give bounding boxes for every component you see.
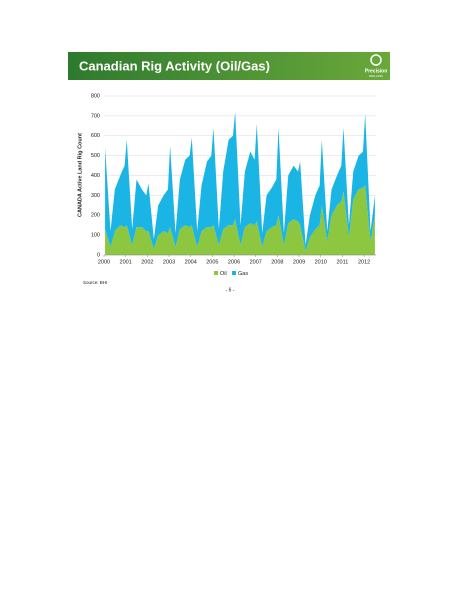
- area: [105, 185, 375, 255]
- x-tick-label: 2009: [293, 259, 305, 265]
- legend-swatch: [214, 271, 218, 275]
- x-tick-label: 2001: [120, 259, 132, 265]
- x-tick-label: 2002: [141, 259, 153, 265]
- plot: 0 100 200 300 400 500 600 700 800 2000 2001 2002 200…: [91, 93, 376, 277]
- logo-icon: [370, 54, 382, 66]
- y-axis-label: CANADA Active Land Rig Count: [77, 133, 83, 217]
- x-tick-label: 2005: [206, 259, 218, 265]
- source: Source: BHI: [83, 280, 107, 285]
- x-tick-label: 2006: [228, 259, 240, 265]
- legend-label: Gas: [238, 271, 248, 277]
- x-tick-label: 2011: [336, 259, 348, 265]
- y-tick-label: 0: [97, 252, 100, 258]
- legend-swatch: [232, 271, 236, 275]
- logo-sub: DRILLING: [369, 74, 384, 78]
- page-number: - 6 -: [226, 287, 235, 293]
- x-tick-label: 2010: [315, 259, 327, 265]
- y-tick-label: 400: [91, 173, 100, 179]
- x-tick-label: 2012: [358, 259, 370, 265]
- y-tick-label: 100: [91, 233, 100, 239]
- y-tick-label: 800: [91, 93, 100, 99]
- area: [105, 111, 375, 252]
- header-band: [68, 52, 390, 80]
- x-tick-label: 2000: [98, 259, 110, 265]
- y-tick-label: 500: [91, 153, 100, 159]
- chart-title: Canadian Rig Activity (Oil/Gas): [79, 58, 270, 73]
- y-tick-label: 200: [91, 213, 100, 219]
- y-tick-label: 300: [91, 193, 100, 199]
- x-tick-label: 2008: [271, 259, 283, 265]
- y-tick-label: 600: [91, 133, 100, 139]
- x-tick-label: 2003: [163, 259, 175, 265]
- legend-label: Oil: [220, 271, 227, 277]
- logo-name: Precision: [365, 68, 388, 74]
- y-tick-label: 700: [91, 113, 100, 119]
- x-tick-label: 2007: [250, 259, 262, 265]
- x-tick-label: 2004: [185, 259, 197, 265]
